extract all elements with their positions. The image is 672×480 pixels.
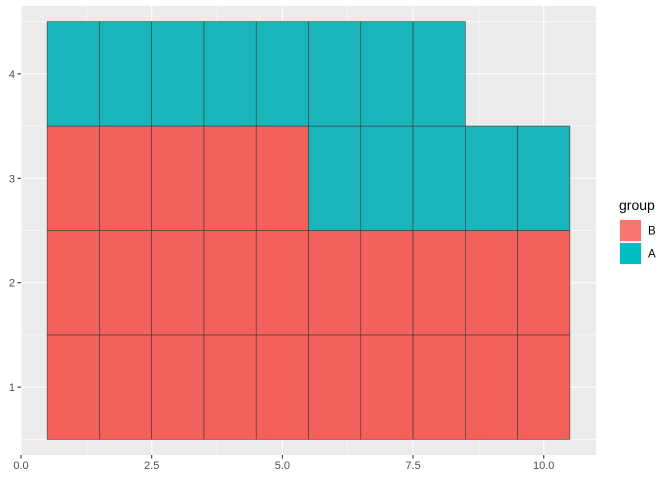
tile-A xyxy=(308,21,362,127)
tiles xyxy=(46,21,571,440)
tile-B xyxy=(360,334,414,440)
y-tick-label: 4 xyxy=(9,69,15,81)
y-tick-label: 2 xyxy=(9,278,15,290)
tile-B xyxy=(151,334,205,440)
tile-B xyxy=(99,125,152,231)
y-tick-label: 1 xyxy=(9,382,15,394)
legend: group BA xyxy=(619,197,656,265)
tile-B xyxy=(412,230,466,336)
tile-A xyxy=(255,21,309,127)
tile-B xyxy=(517,230,571,336)
x-tick-label: 5.0 xyxy=(275,460,290,472)
legend-label-A: A xyxy=(648,249,656,261)
tile-B xyxy=(99,230,152,336)
tile-B xyxy=(255,334,309,440)
tile-A xyxy=(412,125,466,231)
tile-B xyxy=(203,334,257,440)
tile-B xyxy=(151,125,205,231)
x-tick-label: 0.0 xyxy=(13,460,28,472)
legend-label-B: B xyxy=(648,226,656,238)
tile-B xyxy=(255,125,309,231)
tile-B xyxy=(412,334,466,440)
tile-A xyxy=(151,21,205,127)
tile-B xyxy=(203,125,257,231)
tile-B xyxy=(255,230,309,336)
tile-A xyxy=(46,21,100,127)
tile-B xyxy=(46,334,100,440)
tile-B xyxy=(465,334,518,440)
tile-B xyxy=(308,230,362,336)
y-axis: 1 2 3 4 xyxy=(9,69,21,394)
tile-A xyxy=(360,125,414,231)
tile-A xyxy=(203,21,257,127)
legend-swatch-A xyxy=(620,243,641,264)
tile-B xyxy=(465,230,518,336)
x-axis: 0.0 2.5 5.0 7.5 10.0 xyxy=(13,455,554,472)
tile-A xyxy=(360,21,414,127)
legend-title: group xyxy=(619,197,655,213)
tile-A xyxy=(517,125,571,231)
x-tick-label: 7.5 xyxy=(405,460,420,472)
y-tick-label: 3 xyxy=(9,173,15,185)
tile-A xyxy=(99,21,152,127)
tile-B xyxy=(517,334,571,440)
tile-B xyxy=(46,125,100,231)
tile-B xyxy=(308,334,362,440)
tile-A xyxy=(465,125,518,231)
tile-B xyxy=(99,334,152,440)
tile-B xyxy=(46,230,100,336)
tile-A xyxy=(412,21,466,127)
legend-swatch-B xyxy=(620,220,641,241)
tile-B xyxy=(151,230,205,336)
tile-B xyxy=(203,230,257,336)
x-tick-label: 10.0 xyxy=(533,460,554,472)
tile-B xyxy=(360,230,414,336)
tile-A xyxy=(308,125,362,231)
x-tick-label: 2.5 xyxy=(144,460,159,472)
